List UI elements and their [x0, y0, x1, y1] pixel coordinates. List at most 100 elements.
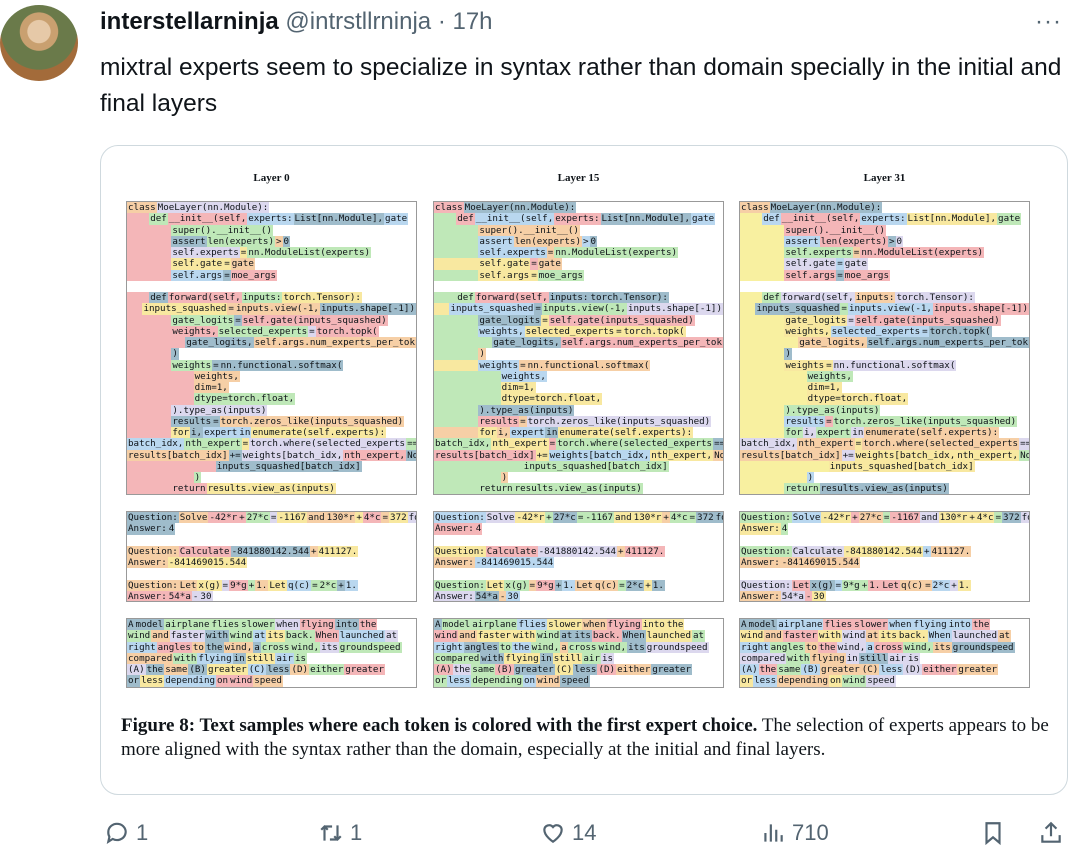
- token: on: [216, 675, 230, 687]
- token: weights[batch_idx,: [548, 449, 651, 461]
- token: (D): [290, 664, 310, 676]
- token: ==: [1019, 438, 1029, 450]
- token: len(experts): [206, 235, 275, 247]
- token: with: [817, 630, 843, 642]
- indent-token: [740, 337, 799, 349]
- token: 0: [282, 235, 291, 247]
- token: 1.: [868, 579, 882, 591]
- indent-token: [434, 269, 479, 281]
- indent-token: [127, 292, 150, 304]
- text-line: Question: Calculate -841880142.544 + 411…: [127, 545, 416, 557]
- token: torch.where(selected_experts: [556, 438, 714, 450]
- repost-button[interactable]: 1: [318, 820, 362, 846]
- token: selected_experts: [830, 325, 922, 337]
- token: flying: [810, 652, 846, 664]
- math-sample-panel: Question: Solve -42*r + 27*c = -1167 and…: [433, 511, 724, 602]
- token: speed: [560, 675, 590, 687]
- bookmark-button[interactable]: [980, 820, 1006, 846]
- text-line: batch_idx, nth_expert = torch.where(sele…: [740, 438, 1029, 450]
- token: -42*r: [821, 512, 852, 524]
- text-line: weights = nn.functional.softmax(: [434, 359, 723, 371]
- token: inputs_squashed[batch_idx]: [828, 460, 975, 472]
- token: None]: [406, 449, 416, 461]
- token: q(c): [593, 579, 619, 591]
- display-name[interactable]: interstellarninja: [100, 8, 279, 35]
- indent-token: [127, 393, 194, 405]
- token: self.experts: [784, 247, 853, 259]
- token: for: [407, 512, 416, 524]
- avatar[interactable]: [0, 5, 78, 81]
- indent-token: [434, 370, 501, 382]
- indent-token: [740, 415, 785, 427]
- text-line: Answer: 4: [127, 523, 416, 535]
- token: -841880142.544: [843, 545, 924, 557]
- token: =: [825, 415, 833, 427]
- share-button[interactable]: [1038, 820, 1064, 846]
- token: q(c): [899, 579, 925, 591]
- text-line: results[batch_idx] += weights[batch_idx,…: [740, 449, 1029, 461]
- token: Answer:: [740, 557, 781, 569]
- text-line: def __init__(self, experts: List[nn.Modu…: [434, 213, 723, 225]
- indent-token: [127, 472, 194, 484]
- indent-token: [434, 213, 457, 225]
- more-options-button[interactable]: ···: [1035, 8, 1062, 35]
- token: faster: [476, 630, 512, 642]
- token: (C): [554, 664, 574, 676]
- token: is: [906, 652, 921, 664]
- token: or: [434, 675, 448, 687]
- token: gate_logits,: [492, 337, 561, 349]
- token: -: [498, 590, 507, 602]
- token: or: [127, 675, 141, 687]
- token: +: [662, 512, 670, 524]
- indent-token: [434, 427, 479, 439]
- token: greater: [344, 664, 385, 676]
- token: with: [480, 652, 505, 664]
- token: Question:: [740, 545, 792, 557]
- token: +: [968, 512, 976, 524]
- token: at: [866, 630, 880, 642]
- token: air: [582, 652, 601, 664]
- token: 30: [812, 590, 826, 602]
- text-line: for i, expert in enumerate(self.experts)…: [127, 427, 416, 439]
- timestamp[interactable]: 17h: [452, 8, 493, 35]
- token: =: [576, 512, 585, 524]
- token: enumerate(self.experts):: [558, 427, 694, 439]
- token: 4: [474, 523, 483, 535]
- separator: ·: [437, 8, 446, 35]
- share-icon: [1041, 821, 1061, 843]
- token: results[batch_idx]: [127, 449, 229, 461]
- figure-caption: Figure 8: Text samples where each token …: [121, 714, 1051, 762]
- text-line: for i, expert in enumerate(self.experts)…: [434, 427, 723, 439]
- token: -841469015.544: [780, 557, 861, 569]
- token: enumerate(self.experts):: [864, 427, 1000, 439]
- text-line: weights, selected_experts = torch.topk(: [434, 325, 723, 337]
- token: nth_expert,: [650, 449, 714, 461]
- text-line: def forward(self, inputs: torch.Tensor):: [434, 292, 723, 304]
- token: air: [888, 652, 907, 664]
- token: to: [191, 641, 205, 653]
- token: Solve: [485, 512, 516, 524]
- token: >: [274, 235, 283, 247]
- views-button[interactable]: 710: [760, 820, 829, 846]
- token: Answer:: [434, 523, 475, 535]
- reply-button[interactable]: 1: [104, 820, 148, 846]
- like-button[interactable]: 14: [540, 820, 596, 846]
- indent-token: [127, 382, 194, 394]
- token: (B): [801, 664, 820, 676]
- token: =: [241, 438, 250, 450]
- token: None]: [1019, 449, 1029, 461]
- handle[interactable]: @intrstllrninja: [285, 8, 432, 35]
- token: 27*c: [552, 512, 577, 524]
- token: and: [307, 512, 326, 524]
- token: weights,: [784, 325, 831, 337]
- token: torch.where(selected_experts: [862, 438, 1020, 450]
- indent-token: [434, 404, 479, 416]
- text-line: ): [127, 348, 416, 360]
- indent-token: [740, 483, 785, 494]
- indent-token: [434, 235, 479, 247]
- indent-token: [127, 247, 172, 259]
- text-line: compared with flying in still air is: [740, 652, 1029, 664]
- token: =: [615, 325, 623, 337]
- tweet-image[interactable]: Layer 0 class MoeLayer(nn.Module): def __i…: [100, 145, 1068, 795]
- token: and: [920, 512, 939, 524]
